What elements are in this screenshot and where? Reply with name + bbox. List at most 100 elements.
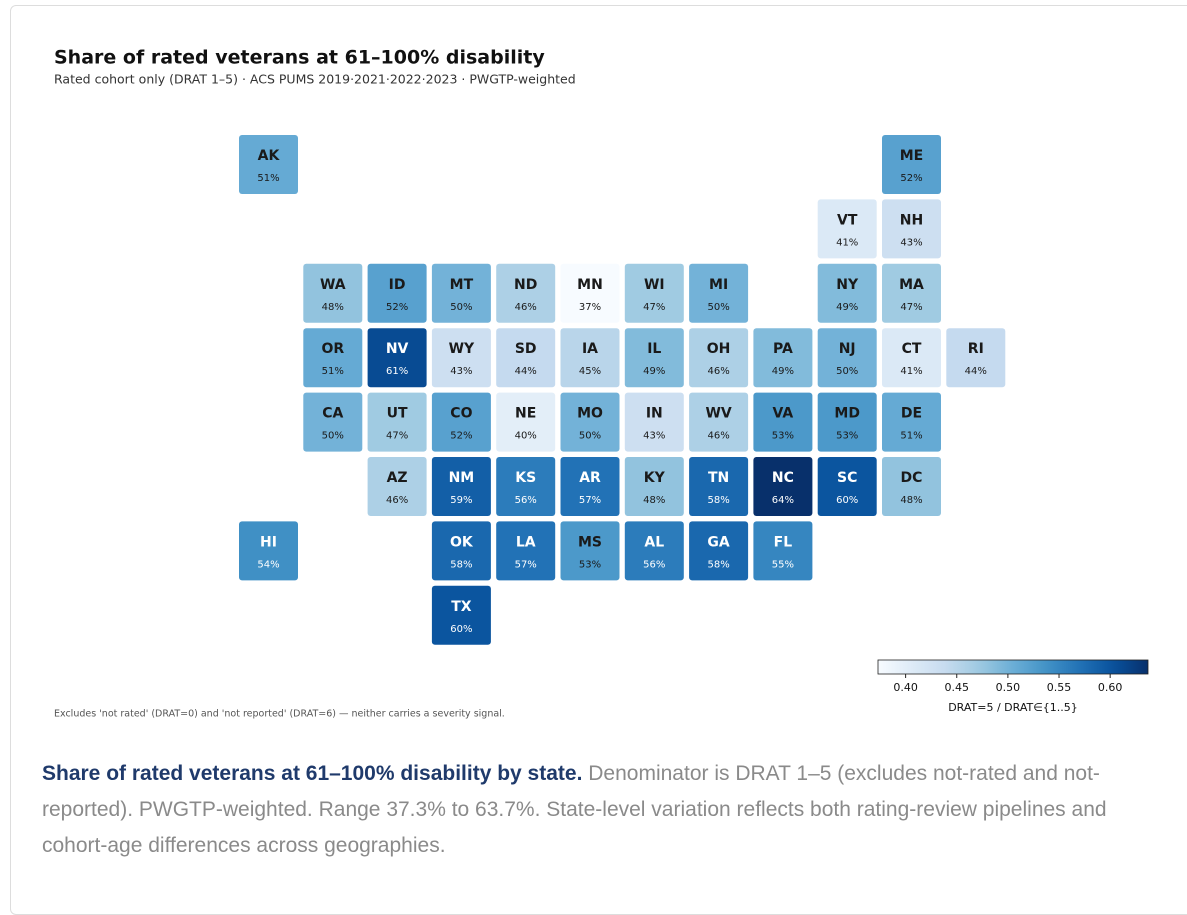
value-label: 52% <box>450 431 472 442</box>
value-label: 51% <box>900 431 922 442</box>
state-label: WA <box>320 277 346 293</box>
value-label: 48% <box>900 495 922 506</box>
state-label: NV <box>386 341 409 357</box>
value-label: 48% <box>322 302 344 313</box>
value-label: 52% <box>386 302 408 313</box>
state-label: SC <box>837 470 857 486</box>
tile <box>431 457 491 516</box>
value-label: 55% <box>772 559 794 570</box>
state-label: IA <box>582 341 598 357</box>
value-label: 48% <box>643 495 665 506</box>
state-label: MT <box>450 277 474 293</box>
tile <box>560 392 620 452</box>
value-label: 46% <box>386 495 408 506</box>
value-label: 49% <box>772 366 794 377</box>
state-label: KY <box>644 470 666 486</box>
value-label: 50% <box>836 366 858 377</box>
value-label: 60% <box>836 495 858 506</box>
value-label: 50% <box>707 302 729 313</box>
tile <box>560 328 620 388</box>
value-label: 44% <box>965 366 987 377</box>
state-label: NJ <box>839 341 856 357</box>
tile <box>624 263 684 323</box>
value-label: 50% <box>322 431 344 442</box>
value-label: 47% <box>386 431 408 442</box>
colorbar-tick-label: 0.55 <box>1047 681 1072 694</box>
colorbar-tick-label: 0.40 <box>893 681 918 694</box>
value-label: 46% <box>707 431 729 442</box>
state-label: ME <box>900 148 924 164</box>
state-label: DC <box>901 470 923 486</box>
tile <box>817 392 877 452</box>
state-label: CO <box>450 406 472 422</box>
state-label: NE <box>515 406 536 422</box>
tile <box>817 263 877 323</box>
state-label: KS <box>515 470 536 486</box>
value-label: 51% <box>322 366 344 377</box>
state-label: HI <box>260 534 277 550</box>
tile <box>882 263 941 323</box>
tile <box>882 392 941 452</box>
state-label: TX <box>451 599 472 615</box>
value-label: 49% <box>643 366 665 377</box>
state-label: RI <box>968 341 984 357</box>
tile <box>367 457 427 516</box>
value-label: 57% <box>515 559 537 570</box>
value-label: 47% <box>643 302 665 313</box>
value-label: 43% <box>450 366 472 377</box>
state-label: AL <box>644 534 664 550</box>
state-label: CT <box>902 341 922 357</box>
chart-subtitle: Rated cohort only (DRAT 1–5) · ACS PUMS … <box>54 72 576 87</box>
state-label: SD <box>515 341 537 357</box>
tile <box>624 457 684 516</box>
value-label: 58% <box>707 559 729 570</box>
value-label: 59% <box>450 495 472 506</box>
tile <box>753 521 813 581</box>
chart-title: Share of rated veterans at 61–100% disab… <box>54 47 545 69</box>
state-label: TN <box>708 470 729 486</box>
state-label: UT <box>387 406 408 422</box>
value-label: 50% <box>450 302 472 313</box>
tile <box>753 457 813 516</box>
value-label: 52% <box>900 173 922 184</box>
value-label: 43% <box>900 237 922 248</box>
tile <box>431 263 491 323</box>
tile <box>689 521 749 581</box>
tile <box>303 263 363 323</box>
value-label: 56% <box>643 559 665 570</box>
tile <box>303 392 363 452</box>
tile <box>753 392 813 452</box>
tile <box>496 457 556 516</box>
tile <box>624 392 684 452</box>
state-label: WY <box>449 341 475 357</box>
value-label: 53% <box>579 559 601 570</box>
state-label: AZ <box>387 470 408 486</box>
value-label: 60% <box>450 624 472 635</box>
state-label: MO <box>577 406 603 422</box>
colorbar-tick-label: 0.60 <box>1098 681 1123 694</box>
tile <box>817 199 877 259</box>
colorbar-tick-label: 0.45 <box>945 681 970 694</box>
value-label: 41% <box>900 366 922 377</box>
value-label: 45% <box>579 366 601 377</box>
tile <box>496 263 556 323</box>
value-label: 46% <box>515 302 537 313</box>
tile <box>882 199 941 259</box>
state-label: CA <box>322 406 343 422</box>
value-label: 57% <box>579 495 601 506</box>
state-label: ID <box>389 277 406 293</box>
colorbar <box>877 659 1149 675</box>
value-label: 49% <box>836 302 858 313</box>
tile <box>882 457 941 516</box>
tile <box>496 392 556 452</box>
caption-lead: Share of rated veterans at 61–100% disab… <box>42 762 583 785</box>
state-label: VA <box>773 406 794 422</box>
value-label: 53% <box>836 431 858 442</box>
tile <box>496 521 556 581</box>
tile <box>624 521 684 581</box>
chart: Share of rated veterans at 61–100% disab… <box>54 47 1149 720</box>
tile <box>689 328 749 388</box>
state-label: LA <box>516 534 536 550</box>
state-label: VT <box>837 212 858 228</box>
